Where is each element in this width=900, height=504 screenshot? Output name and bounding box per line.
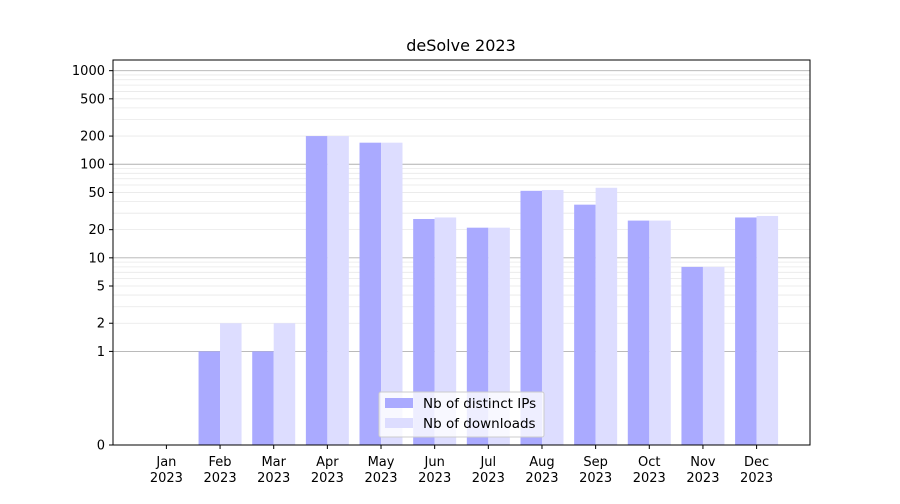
bar-distinct-ips-5 — [359, 142, 382, 445]
bar-downloads-8 — [541, 190, 564, 445]
bar-downloads-7 — [488, 227, 510, 445]
x-tick-label: Jun 2023 — [418, 455, 451, 486]
bar-distinct-ips-8 — [520, 190, 542, 445]
y-tick-label: 0 — [97, 439, 105, 454]
legend-box — [378, 391, 545, 438]
bar-downloads-10 — [649, 220, 671, 445]
grid-lines — [113, 70, 810, 352]
x-tick-label: Oct 2023 — [633, 455, 666, 486]
bars — [198, 136, 779, 446]
legend-label-distinct-ips: Nb of distinct IPs — [423, 396, 536, 412]
bar-distinct-ips-12 — [735, 217, 757, 445]
x-tick-label: Feb 2023 — [204, 455, 237, 486]
bar-distinct-ips-10 — [627, 220, 650, 445]
x-tick-label: Sep 2023 — [579, 455, 612, 486]
bar-downloads-6 — [434, 217, 457, 445]
bar-downloads-2 — [220, 323, 242, 445]
x-tick-label: Aug 2023 — [525, 455, 558, 486]
plot-frame — [112, 59, 811, 446]
x-tick-label: May 2023 — [364, 455, 397, 486]
bar-distinct-ips-7 — [466, 227, 489, 445]
bar-downloads-12 — [756, 215, 779, 445]
bar-distinct-ips-9 — [574, 204, 596, 445]
bar-distinct-ips-2 — [198, 351, 221, 445]
bar-downloads-11 — [702, 266, 725, 445]
y-tick-label: 5 — [97, 280, 105, 295]
y-tick-label: 10 — [88, 251, 105, 266]
legend-label-downloads: Nb of downloads — [423, 416, 536, 432]
bar-distinct-ips-4 — [305, 136, 328, 446]
bar-distinct-ips-3 — [252, 351, 274, 445]
bar-downloads-3 — [273, 323, 296, 445]
bar-downloads-4 — [327, 136, 349, 446]
y-tick-label: 200 — [80, 130, 105, 145]
y-tick-label: 1000 — [72, 64, 105, 79]
y-tick-label: 100 — [80, 158, 105, 173]
bar-downloads-9 — [595, 187, 618, 445]
x-tick-label: Jul 2023 — [472, 455, 505, 486]
x-tick-label: Dec 2023 — [740, 455, 773, 486]
x-axis: Jan 2023 Feb 2023 Mar 2023 Apr 2023 May 2023 Jun 20… — [150, 445, 773, 486]
y-tick-label: 20 — [88, 223, 105, 238]
x-tick-label: Apr 2023 — [311, 455, 344, 486]
x-tick-label: Jan 2023 — [150, 455, 183, 486]
legend-swatch-distinct-ips — [385, 398, 413, 408]
y-tick-label: 2 — [97, 317, 105, 332]
y-tick-label: 1 — [97, 345, 105, 360]
x-tick-label: Nov 2023 — [686, 455, 719, 486]
legend: Nb of distinct IPs Nb of downloads — [378, 391, 545, 438]
legend-swatch-downloads — [385, 418, 413, 428]
y-axis: 0 1 2 5 10 20 50 100 200 500 1000 — [72, 64, 113, 454]
x-tick-label: Mar 2023 — [257, 455, 290, 486]
bar-distinct-ips-11 — [681, 266, 703, 445]
bar-distinct-ips-6 — [413, 218, 435, 445]
y-tick-label: 500 — [80, 92, 105, 107]
y-tick-label: 50 — [88, 186, 105, 201]
bar-downloads-5 — [381, 142, 403, 445]
chart-title: deSolve 2023 — [406, 36, 516, 55]
